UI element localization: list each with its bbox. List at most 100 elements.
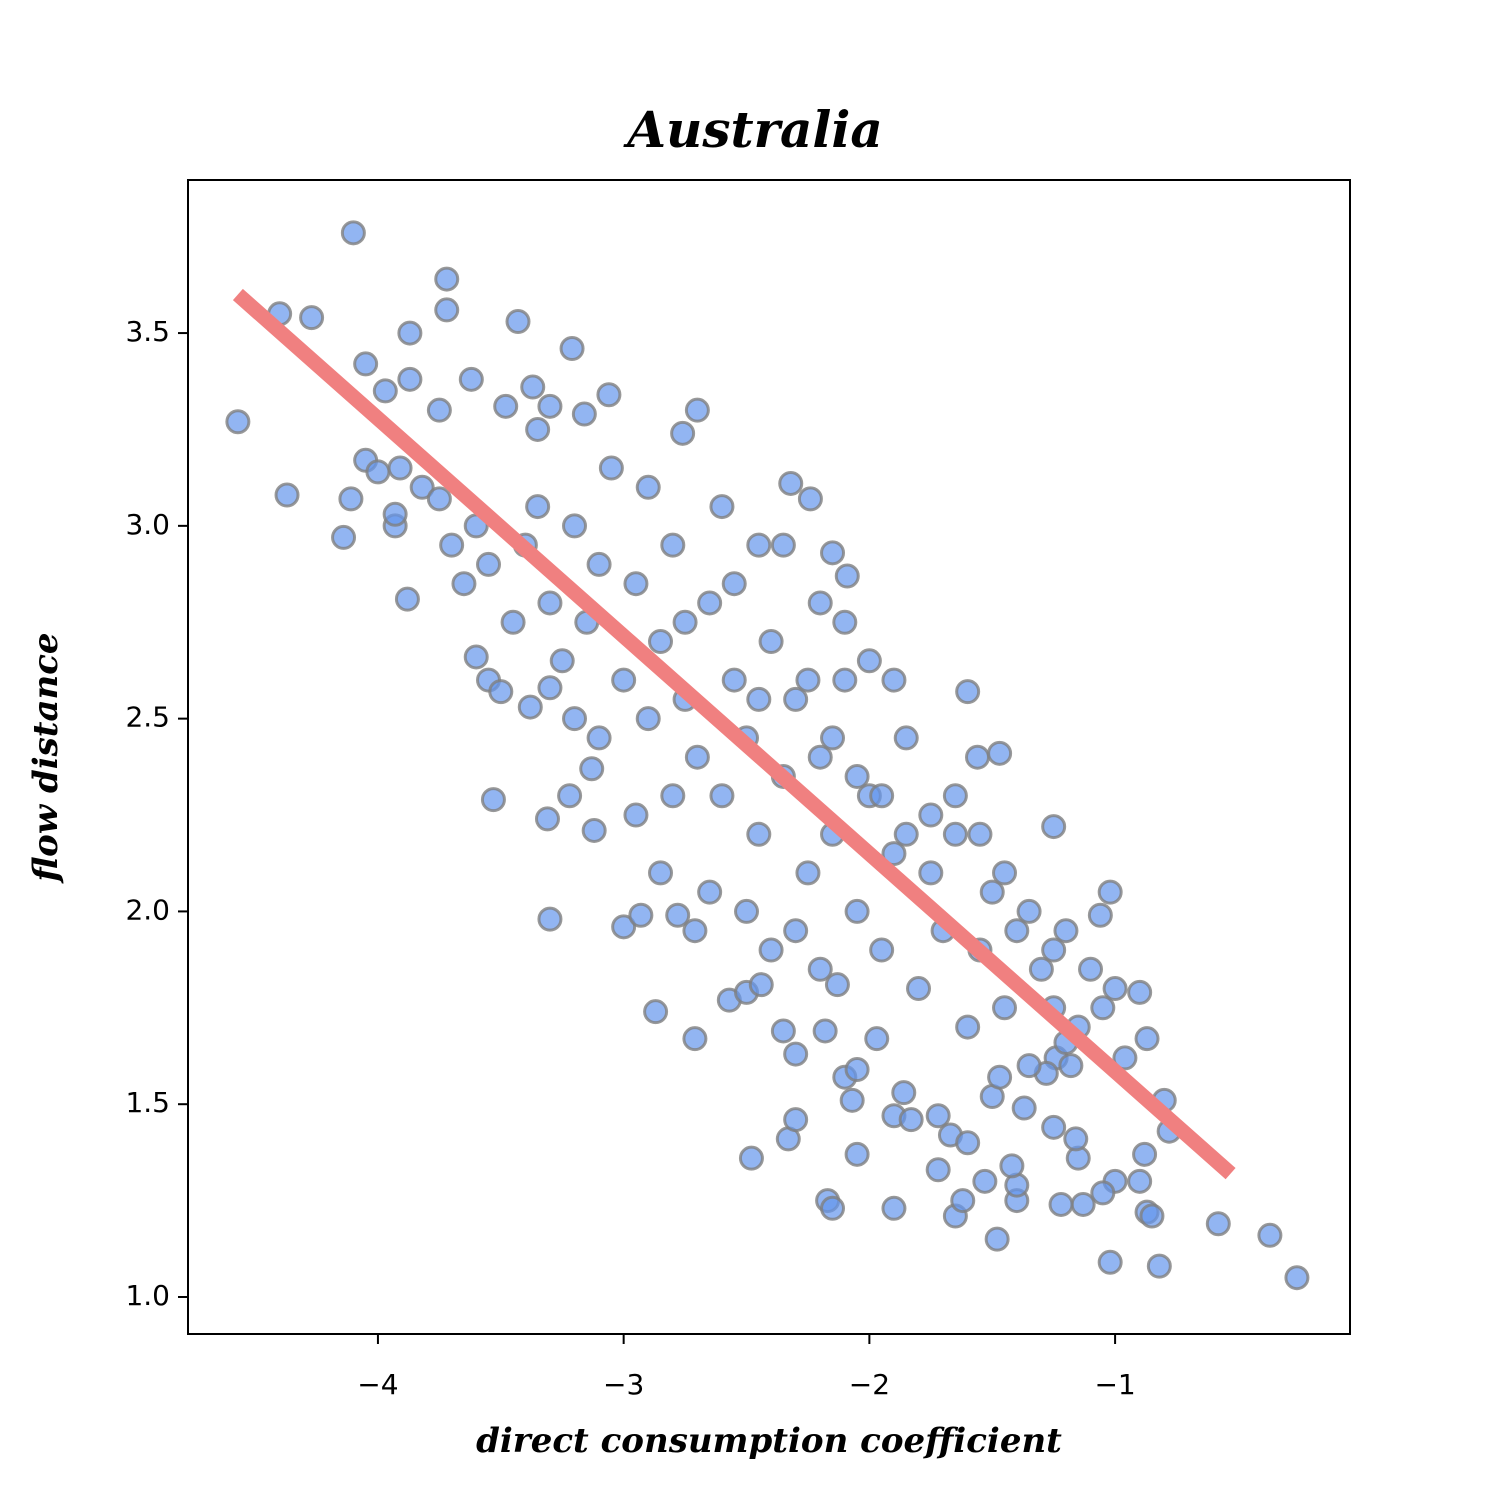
scatter-point [856,648,882,674]
scatter-point [660,532,686,558]
scatter-point [748,972,774,998]
scatter-point [557,783,583,809]
scatter-point [783,918,809,944]
scatter-point [682,918,708,944]
scatter-point [1058,1053,1084,1079]
scatter-point [672,609,698,635]
scatter-point [537,590,563,616]
scatter-point [353,351,379,377]
scatter-point [340,220,366,246]
scatter-point [1048,1191,1074,1217]
scatter-point [1090,1180,1116,1206]
scatter-point [525,416,551,442]
scatter-point [987,1064,1013,1090]
scatter-point [648,860,674,886]
scatter-point [665,902,691,928]
scatter-point [824,972,850,998]
scatter-point [1127,979,1153,1005]
scatter-point [783,1107,809,1133]
scatter-point [684,744,710,770]
fit-line [232,288,1236,1180]
scatter-point [387,455,413,481]
scatter-point [955,679,981,705]
scatter-point [586,725,612,751]
scatter-point [738,1145,764,1171]
x-axis-label: direct consumption coefficient [476,1421,1062,1461]
scatter-point [758,629,784,655]
scatter-point [1112,1045,1138,1071]
y-tick-label: 1.5 [125,1086,170,1119]
scatter-point [721,667,747,693]
scatter-point [463,644,489,670]
scatter-point [746,686,772,712]
scatter-point [426,486,452,512]
scatter-point [967,821,993,847]
scatter-point [1090,995,1116,1021]
scatter-point [999,1153,1025,1179]
scatter-point [1004,918,1030,944]
scatter-point [559,335,585,361]
y-tick-label: 1.0 [125,1279,170,1312]
scatter-point [839,1087,865,1113]
scatter-point [881,667,907,693]
scatter-point [488,679,514,705]
scatter-point [807,590,833,616]
scatter-point [925,1157,951,1183]
scatter-point [746,821,772,847]
scatter-point [225,409,251,435]
x-tick-label: −4 [357,1368,398,1401]
scatter-point [1102,976,1128,1002]
scatter-point [807,744,833,770]
scatter-point [537,675,563,701]
scatter-point [1097,1249,1123,1275]
scatter-point [682,1026,708,1052]
scatter-point [596,382,622,408]
scatter-point [869,783,895,809]
scatter-point [505,309,531,335]
scatter-point [898,1107,924,1133]
scatter-point [783,686,809,712]
scatter-point [697,879,723,905]
scatter-point [525,494,551,520]
scatter-point [734,898,760,924]
scatter-point [439,532,465,558]
scatter-point [365,459,391,485]
scatter-point [709,783,735,809]
scatter-point [1132,1141,1158,1167]
scatter-point [635,474,661,500]
scatter-point [844,1141,870,1167]
scatter-point [500,609,526,635]
x-tick-label: −1 [1094,1368,1135,1401]
scatter-point [586,551,612,577]
scatter-point [987,740,1013,766]
axes-frame [187,179,1351,1335]
scatter-point [1041,937,1067,963]
scatter-point [451,571,477,597]
scatter-point [1016,898,1042,924]
scatter-point [812,1018,838,1044]
chart-title: Australia [623,100,883,159]
scatter-point [984,1226,1010,1252]
scatter-point [797,486,823,512]
scatter-point [571,401,597,427]
scatter-point [635,706,661,732]
scatter-point [1097,879,1123,905]
scatter-point [1070,1191,1096,1217]
scatter-point [942,783,968,809]
scatter-point [992,860,1018,886]
scatter-point [1011,1095,1037,1121]
scatter-point [1041,1114,1067,1140]
scatter-point [869,937,895,963]
scatter-point [611,667,637,693]
scatter-point [458,366,484,392]
scatter-point [534,806,560,832]
scatter-point [1028,956,1054,982]
scatter-point [778,470,804,496]
scatter-point [338,486,364,512]
scatter-point [623,802,649,828]
scatter-point [1016,1053,1042,1079]
scatter-point [493,393,519,419]
scatter-point [807,956,833,982]
scatter-point [770,532,796,558]
